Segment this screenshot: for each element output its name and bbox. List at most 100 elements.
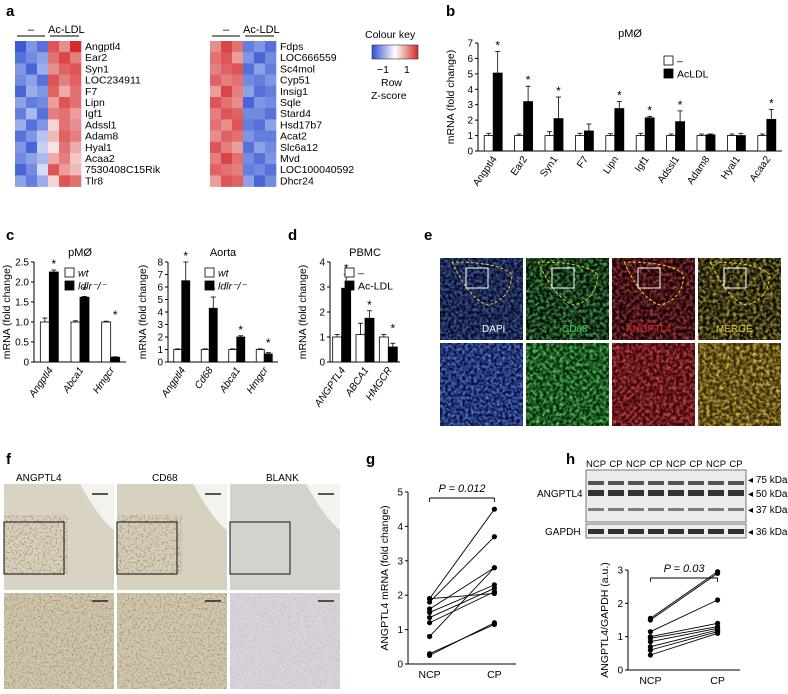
heatmap-cell [15,108,27,120]
p-value: P = 0.03 [664,563,706,575]
band-75 [708,481,724,485]
legend-label: AcLDL [677,69,709,81]
data-point [427,652,433,659]
blot-label-angptl4: ANGPTL4 [537,489,583,500]
heatmap-cell [15,164,27,176]
panel-letter-f: f [6,451,12,468]
heatmap-cell [70,175,82,187]
gene-label: Hsd17b7 [280,119,322,131]
x-tick-label: Adssl1 [656,154,682,185]
y-tick-label: 1 [617,632,623,643]
heatmap-cell [254,119,266,131]
chart-h-paired-protein: 0 1 2 3 ANGPTL4/GAPDH (a.u.) NCP CP P = 0.03 [599,562,740,687]
heatmap-cell [70,52,82,64]
heatmap-cell [48,108,60,120]
heatmap-cell [265,52,277,64]
heatmap-cell [265,41,277,53]
band-50 [588,490,604,496]
pair-line [650,627,718,643]
heatmap-cell [254,141,266,154]
ihc-label-cd68: CD68 [152,473,178,484]
bar [110,356,121,363]
heatmap-cell [70,85,82,98]
lane-label: CP [689,459,702,470]
data-point [491,534,497,540]
bar [101,321,112,363]
x-tick-label: NCP [639,675,661,687]
legend-label: ldlr⁻/⁻ [78,281,107,293]
bar [236,336,246,363]
heatmap-cell [221,119,233,131]
y-tick-label: 7 [157,270,163,281]
heatmap-cell [59,130,71,143]
lane-label: NCP [626,459,646,470]
ihc-label-blank: BLANK [266,473,299,484]
x-tick-label: Angptl4 [471,154,500,188]
heatmap-cell [232,41,244,53]
data-point [715,597,721,603]
x-tick-label: Syn1 [538,154,560,179]
legend-swatch [344,267,355,278]
data-point [427,620,433,626]
band-50 [608,490,624,496]
heatmap-cell [221,85,233,98]
y-tick-label: 5 [397,488,403,499]
heatmap-cell [243,130,255,143]
legend-label: Ac-LDL [358,281,393,293]
significance-star: * [769,96,774,110]
gene-label: Lipn [85,97,105,109]
chart-title: pMØ [68,247,92,259]
bar [200,349,210,363]
ihc-label-angptl4: ANGPTL4 [16,473,62,484]
legend-label: – [358,268,364,280]
heatmap-cell [26,153,38,165]
pair-line [429,587,495,618]
heatmap-cell [15,85,27,98]
x-tick-label: Abca1 [61,365,87,395]
x-tick-label: Igf1 [633,154,652,174]
chart-title: PBMC [349,247,381,259]
colour-key-gradient [371,44,419,60]
group-label-acldl: Ac-LDL [243,24,280,36]
heatmap-cell [15,97,27,109]
heatmap-cell [232,164,244,176]
heatmap-cell [221,175,233,187]
heatmap-cell [210,130,222,143]
heatmap-cell [221,108,233,120]
heatmap-cell [59,141,71,154]
heatmap-cell [254,74,266,87]
heatmap-cell [48,63,60,75]
ihc-grid: ANGPTL4 CD68 BLANK [3,473,340,689]
heatmap-cell [254,85,266,98]
significance-star: * [266,336,271,350]
x-tick-label: NCP [419,669,441,681]
data-point [491,565,497,571]
heatmap-cell [210,52,222,64]
if-label-angptl4: ANGPTL4 [626,324,672,335]
heatmap-cell [37,141,49,154]
gene-label: Hyal1 [85,142,112,154]
band-37 [588,508,604,511]
heatmap-cell [15,175,27,187]
bar [364,317,375,363]
legend-swatch [204,280,215,291]
y-tick-label: 0 [617,666,623,677]
heatmap-cell [265,63,277,75]
data-point [427,596,433,602]
colour-key-label-zscore: Z-score [371,90,407,102]
pair-line [429,567,495,637]
heatmap-cell [210,63,222,75]
band-37 [688,508,704,511]
gene-label: Sqle [280,97,301,109]
colour-key-title: Colour key [365,29,416,41]
heatmap-cell [70,130,82,143]
data-point [427,614,433,621]
heatmap-cell [26,130,38,143]
data-point [427,633,433,640]
lane-label: CP [729,459,742,470]
p-value: P = 0.012 [439,483,486,495]
x-tick-label: Angptl4 [27,365,56,400]
gene-label: Adam8 [85,131,118,143]
band-37 [608,508,624,511]
heatmap-cell [59,97,71,109]
